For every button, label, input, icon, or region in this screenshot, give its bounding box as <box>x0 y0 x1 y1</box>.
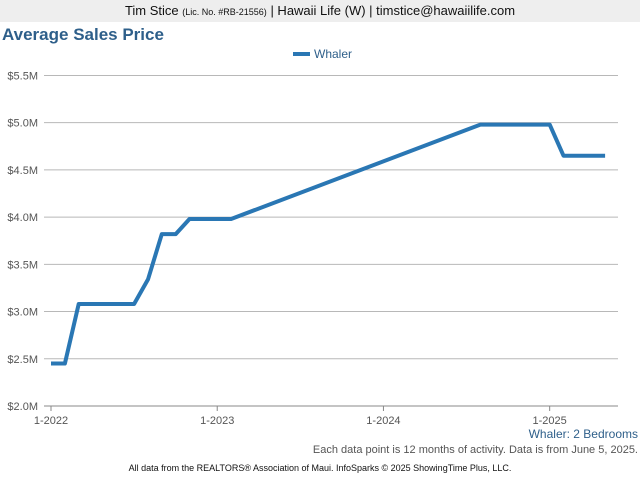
agent-name: Tim Stice <box>124 3 179 18</box>
x-tick-label: 1-2023 <box>200 415 234 427</box>
x-tick-label: 1-2024 <box>366 415 400 427</box>
series-line-whaler <box>51 122 606 366</box>
data-note: Each data point is 12 months of activity… <box>312 444 638 456</box>
x-tick-label: 1-2022 <box>34 415 68 427</box>
y-tick-label: $3.5M <box>7 259 38 271</box>
y-tick-label: $2.0M <box>7 401 38 413</box>
y-tick-label: $5.5M <box>7 70 38 82</box>
y-tick-label: $5.0M <box>7 118 38 130</box>
agent-contact: | Hawaii Life (W) | timstice@hawaiilife.… <box>270 3 516 18</box>
y-tick-label: $4.5M <box>7 165 38 177</box>
license-number: (Lic. No. #RB-21556) <box>182 7 267 17</box>
chart-subcaption: Whaler: 2 Bedrooms <box>528 427 638 441</box>
y-tick-label: $4.0M <box>7 212 38 224</box>
chart-title: Average Sales Price <box>2 25 164 44</box>
y-tick-label: $2.5M <box>7 354 38 366</box>
x-tick-label: 1-2025 <box>533 415 567 427</box>
footer-credit: All data from the REALTORS® Association … <box>128 463 512 473</box>
y-tick-label: $3.0M <box>7 307 38 319</box>
agent-header: Tim Stice (Lic. No. #RB-21556) | Hawaii … <box>0 0 640 22</box>
legend-label: Whaler <box>314 47 352 61</box>
